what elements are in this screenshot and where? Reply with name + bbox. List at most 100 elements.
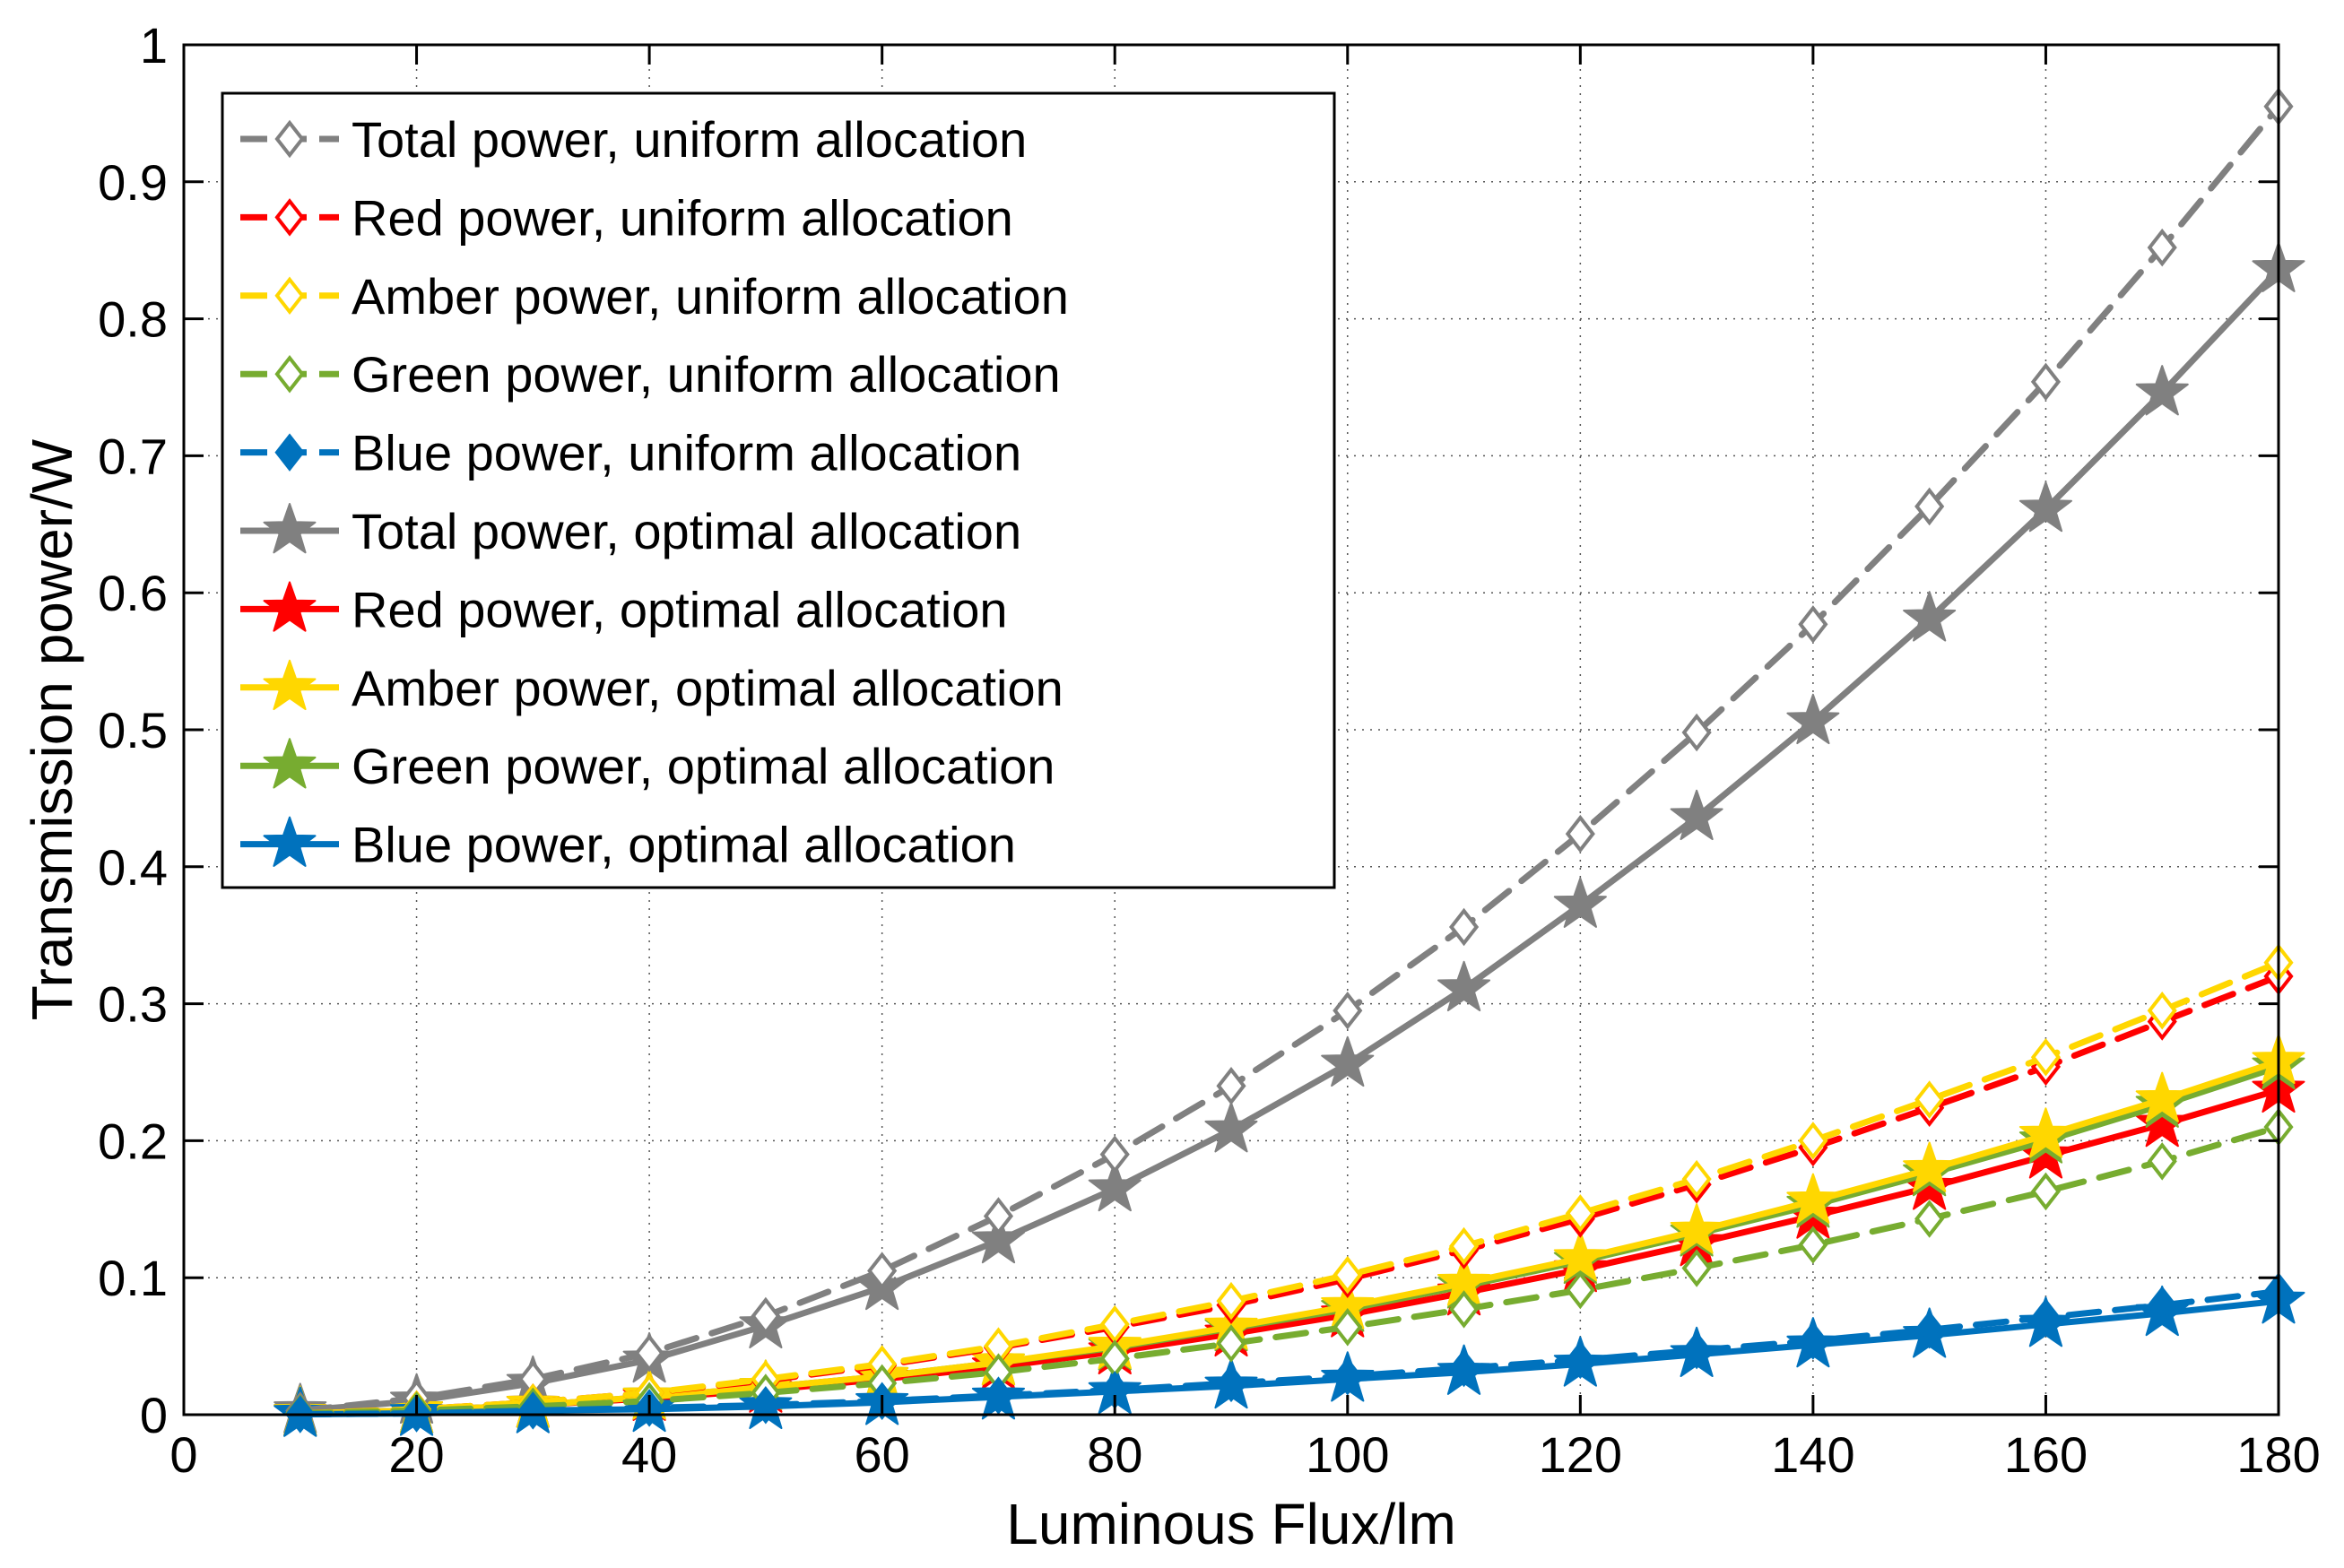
data-point-diamond (2147, 991, 2177, 1030)
x-tick-label: 0 (169, 1426, 197, 1483)
y-tick-label: 0.1 (98, 1250, 168, 1306)
series-line (297, 959, 2282, 1416)
data-point-diamond (1798, 1321, 1828, 1360)
data-point-star (1786, 1173, 1840, 1224)
legend-item: Green power, uniform allocation (240, 346, 1061, 403)
data-point-star (2135, 365, 2189, 416)
data-point-diamond (1565, 1194, 1595, 1233)
data-point-diamond (2147, 228, 2177, 267)
data-point-star (1786, 693, 1840, 745)
legend-item: Amber power, optimal allocation (240, 659, 1063, 716)
legend-label: Amber power, optimal allocation (352, 660, 1063, 716)
series-line (297, 266, 2282, 1414)
data-point-star (263, 581, 317, 632)
data-point-diamond (2030, 1172, 2062, 1211)
legend-item: Red power, optimal allocation (240, 581, 1008, 637)
data-point-diamond (1565, 1270, 1595, 1310)
legend-item: Green power, optimal allocation (240, 738, 1055, 794)
x-tick-label: 180 (2236, 1426, 2320, 1483)
data-point-diamond (1681, 713, 1712, 752)
data-point-star (1437, 960, 1491, 1012)
legend-label: Blue power, optimal allocation (352, 817, 1016, 873)
x-tick-label: 60 (855, 1426, 910, 1483)
legend-label: Total power, uniform allocation (352, 111, 1027, 168)
legend-label: Green power, uniform allocation (352, 346, 1061, 403)
data-point-diamond (1681, 1159, 1712, 1199)
series-amber-power-uniform-allocation (285, 943, 2294, 1433)
data-point-diamond (751, 1386, 781, 1425)
y-tick-label: 0.7 (98, 428, 168, 484)
y-tick-label: 0.6 (98, 565, 168, 621)
data-point-diamond (1914, 1311, 1945, 1349)
legend-item: Blue power, uniform allocation (240, 425, 1021, 481)
data-point-diamond (1448, 1226, 1480, 1266)
data-point-star (1903, 591, 1957, 642)
data-point-diamond (1798, 1226, 1828, 1264)
axis-ticks (182, 43, 2280, 1416)
data-point-star (1088, 1160, 1142, 1212)
legend-items: Total power, uniform allocation Red power… (240, 111, 1069, 873)
data-point-diamond (1333, 1255, 1363, 1295)
data-point-diamond (1216, 1067, 1246, 1105)
data-point-diamond (983, 1376, 1014, 1415)
legend-label: Blue power, uniform allocation (352, 425, 1021, 481)
data-point-diamond (1681, 1330, 1712, 1370)
legend: Total power, uniform allocation Red power… (221, 91, 1336, 889)
data-point-star (263, 659, 317, 711)
data-point-star (971, 1212, 1025, 1264)
data-point-star (2135, 1071, 2189, 1122)
y-tick-label: 0.4 (98, 839, 168, 896)
legend-label: Red power, uniform allocation (352, 189, 1013, 246)
data-point-star (1903, 1141, 1957, 1192)
data-point-diamond (2030, 362, 2062, 402)
x-tick-label: 80 (1087, 1426, 1142, 1483)
data-point-star (263, 738, 317, 789)
data-point-diamond (867, 1252, 898, 1290)
legend-label: Red power, optimal allocation (352, 581, 1008, 637)
y-tick-label: 0.9 (98, 154, 168, 211)
data-point-star (2018, 481, 2072, 533)
data-point-diamond (1216, 1324, 1246, 1363)
legend-box (221, 91, 1336, 889)
series-line (297, 1123, 2282, 1416)
data-point-star (1204, 1102, 1258, 1153)
data-point-diamond (1448, 1290, 1480, 1329)
legend-item: Blue power, optimal allocation (240, 816, 1016, 873)
y-tick-label: 0.8 (98, 291, 168, 348)
data-point-star (2018, 1107, 2072, 1158)
data-point-diamond (274, 276, 305, 316)
data-point-star (1670, 789, 1723, 841)
data-point-diamond (2147, 1142, 2177, 1181)
legend-item: Red power, uniform allocation (240, 189, 1013, 246)
x-tick-label: 120 (1539, 1426, 1622, 1483)
data-point-star (263, 503, 317, 554)
y-tick-label: 0 (140, 1387, 168, 1443)
x-tick-label: 20 (388, 1426, 444, 1483)
y-tick-label: 0.5 (98, 702, 168, 758)
legend-item: Amber power, uniform allocation (240, 268, 1069, 325)
data-point-diamond (1216, 1281, 1246, 1321)
series-line (297, 1288, 2282, 1417)
data-point-diamond (1798, 605, 1828, 644)
data-point-diamond (983, 1197, 1014, 1235)
data-point-star (1321, 1035, 1375, 1087)
data-point-diamond (1565, 1340, 1595, 1380)
data-point-diamond (2030, 1298, 2062, 1337)
data-point-diamond (2030, 1037, 2062, 1077)
x-axis-tick-labels: 0 20 40 60 80 100 120 140 160 180 (169, 1426, 2320, 1483)
y-tick-label: 0.2 (98, 1113, 168, 1169)
x-tick-label: 40 (621, 1426, 677, 1483)
data-point-diamond (1914, 1080, 1945, 1119)
x-tick-label: 100 (1306, 1426, 1389, 1483)
legend-label: Green power, optimal allocation (352, 738, 1055, 794)
data-point-diamond (1448, 907, 1480, 947)
data-point-diamond (1333, 1307, 1363, 1347)
y-tick-label: 0.3 (98, 976, 168, 1033)
data-point-diamond (1333, 1356, 1363, 1396)
x-tick-label: 140 (1771, 1426, 1854, 1483)
data-point-diamond (274, 433, 305, 472)
y-axis-tick-labels: 0 0.1 0.2 0.3 0.4 0.5 0.6 0.7 0.8 0.9 1 (98, 17, 168, 1443)
data-point-diamond (1914, 1200, 1945, 1238)
data-point-star (1553, 1230, 1607, 1282)
y-tick-label: 1 (140, 17, 168, 74)
